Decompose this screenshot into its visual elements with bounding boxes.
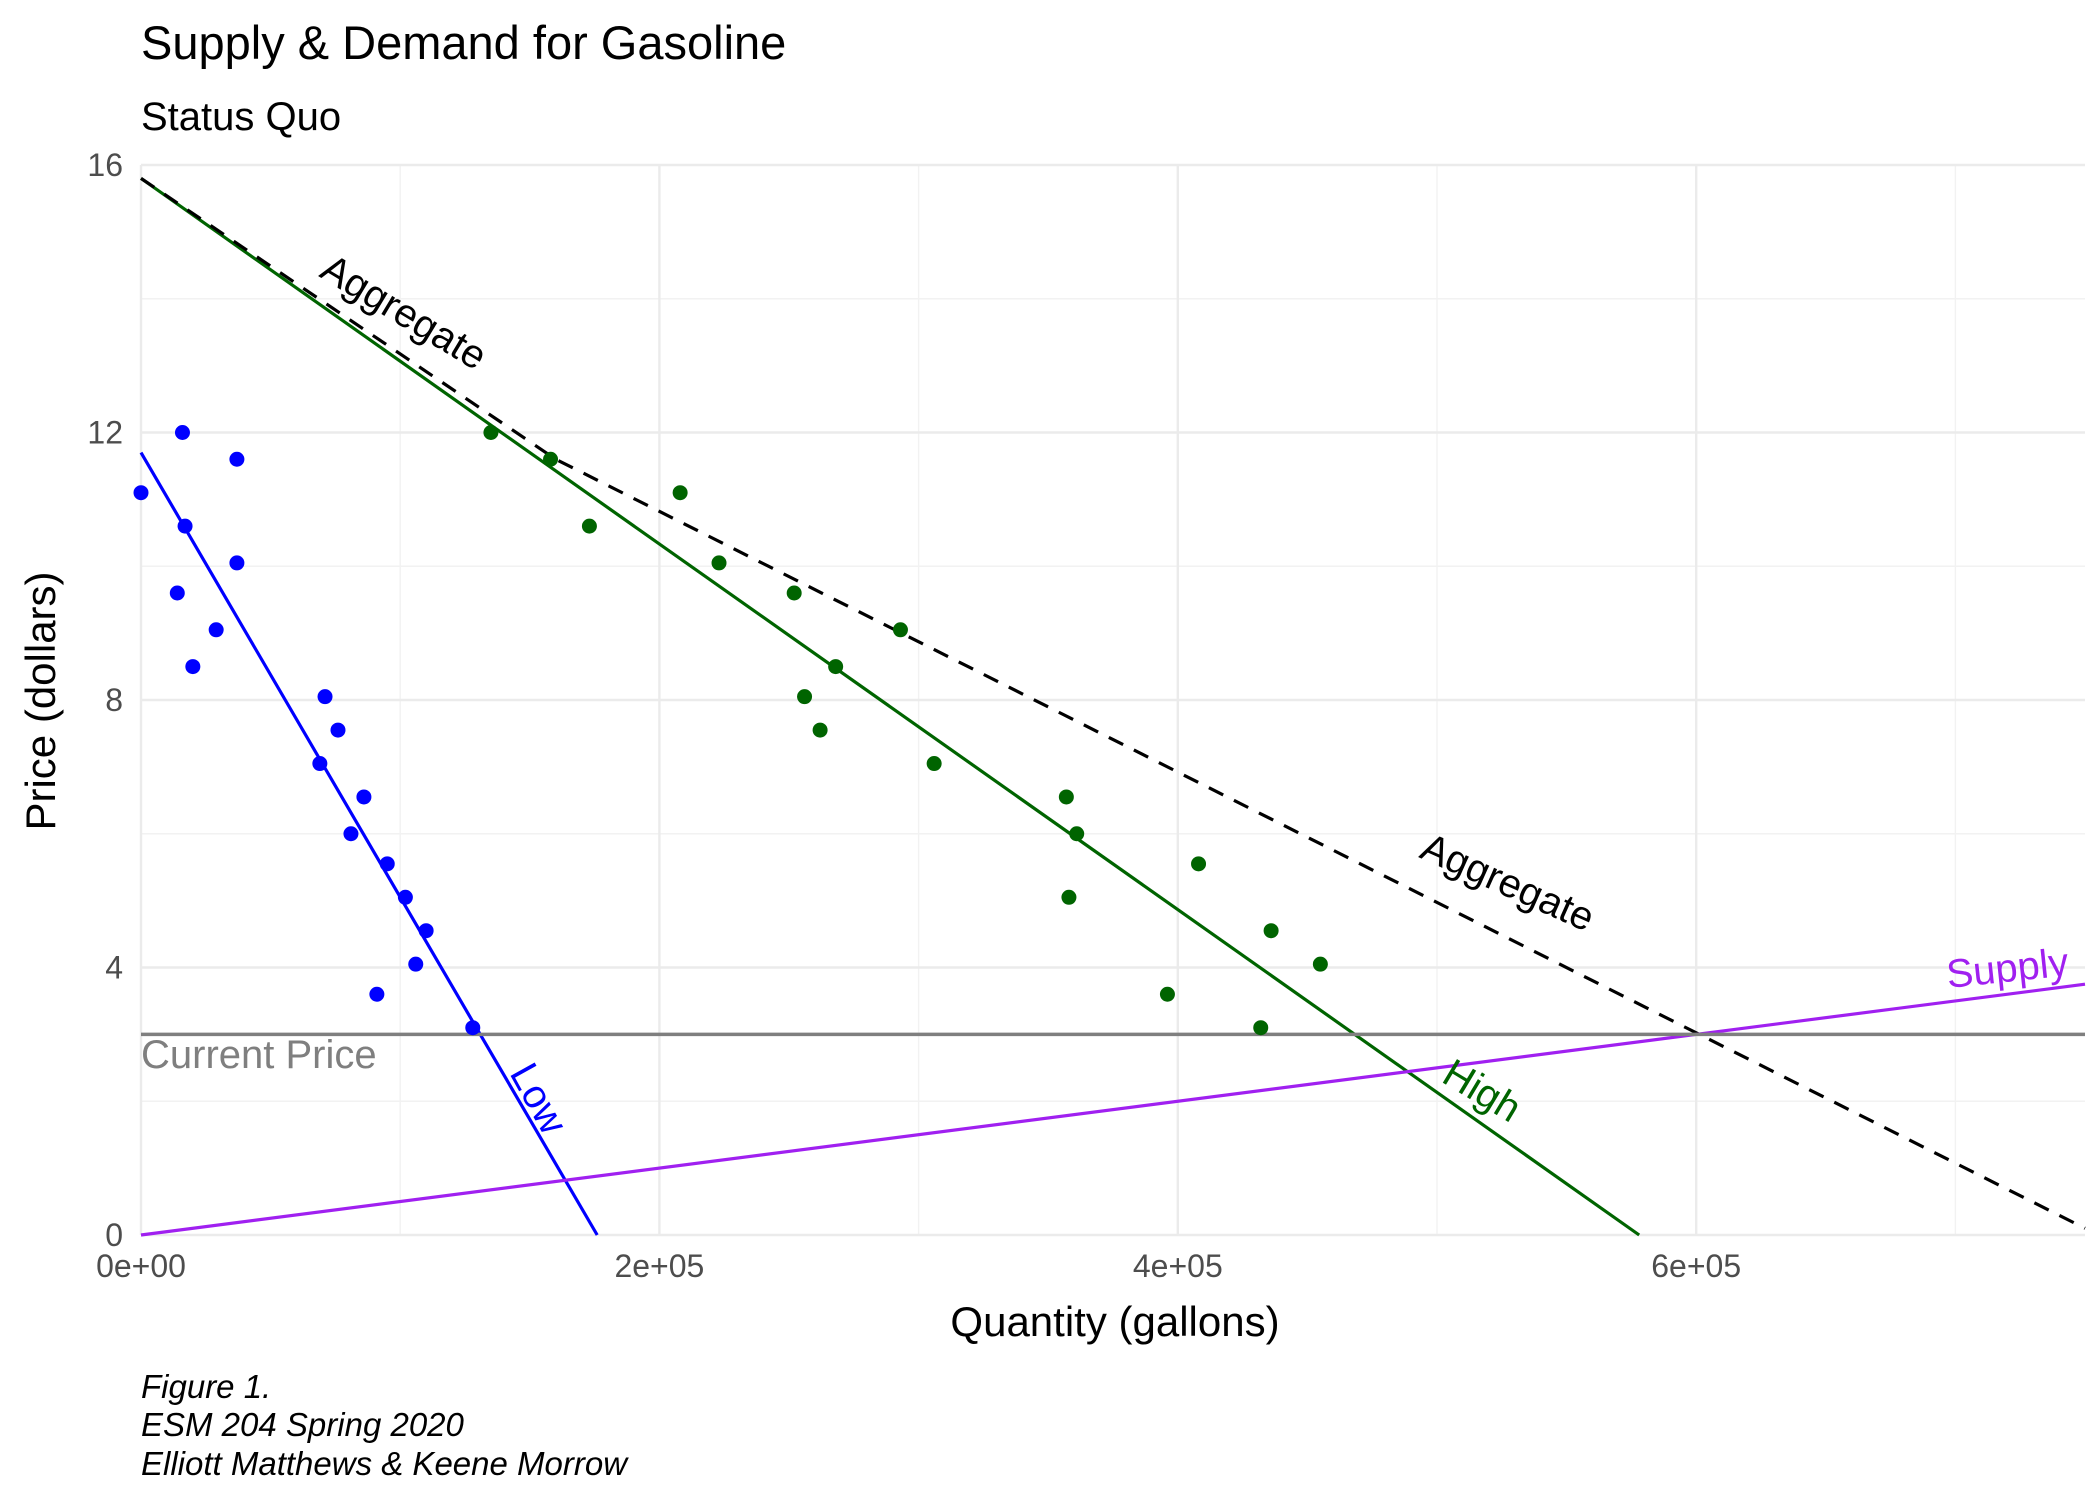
- current-price-label: Current Price: [141, 1033, 377, 1077]
- low-data-point: [229, 555, 245, 571]
- low-data-point: [317, 689, 333, 705]
- low-data-point: [208, 622, 224, 638]
- supply-line: [140, 982, 2086, 1237]
- low-data-point: [169, 585, 185, 601]
- curve-labels-layer: Aggregate Aggregate Low High Supply Curr…: [141, 246, 2071, 1142]
- low-data-point: [185, 659, 201, 675]
- high-data-point: [581, 518, 597, 534]
- low-line: [139, 451, 599, 1236]
- y-axis-ticks: 0 4 8 12 16: [87, 147, 123, 1253]
- high-data-point: [812, 722, 828, 738]
- low-data-point: [465, 1020, 481, 1036]
- high-data-point: [786, 585, 802, 601]
- low-data-point: [379, 856, 395, 872]
- points-layer: [133, 425, 1328, 1036]
- x-axis-title: Quantity (gallons): [950, 1298, 1279, 1345]
- high-data-point: [828, 659, 844, 675]
- high-data-point: [1061, 889, 1077, 905]
- grid: [139, 163, 2085, 1237]
- high-data-point: [672, 485, 688, 501]
- high-data-point: [797, 689, 813, 705]
- low-data-point: [343, 826, 359, 842]
- high-data-point: [926, 756, 942, 772]
- aggregate-upper-label: Aggregate: [313, 246, 494, 379]
- low-data-point: [397, 889, 413, 905]
- x-tick-label: 2e+05: [614, 1248, 704, 1284]
- low-data-point: [174, 425, 190, 440]
- high-data-point: [711, 555, 727, 571]
- low-data-point: [408, 956, 424, 972]
- x-tick-label: 6e+05: [1651, 1248, 1741, 1284]
- chart-subtitle: Status Quo: [141, 95, 341, 139]
- high-data-point: [483, 425, 499, 440]
- low-data-point: [356, 789, 372, 805]
- low-label: Low: [501, 1056, 575, 1142]
- low-data-point: [330, 722, 346, 738]
- high-data-point: [1253, 1020, 1269, 1036]
- high-data-point: [1069, 826, 1085, 842]
- y-tick-label: 12: [87, 415, 123, 451]
- caption-line-3: Elliott Matthews & Keene Morrow: [141, 1445, 629, 1482]
- high-data-point: [1191, 856, 1207, 872]
- y-tick-label: 8: [105, 682, 123, 718]
- lines-layer: [139, 177, 2086, 1237]
- y-axis-title: Price (dollars): [17, 571, 64, 830]
- high-data-point: [1058, 789, 1074, 805]
- high-data-point: [1263, 923, 1279, 939]
- x-tick-label: 0e+00: [96, 1248, 186, 1284]
- low-data-point: [312, 756, 328, 772]
- y-tick-label: 16: [87, 147, 123, 183]
- aggregate-lower-label: Aggregate: [1414, 825, 1601, 940]
- high-data-point: [892, 622, 908, 638]
- high-data-point: [1312, 956, 1328, 972]
- x-axis-ticks: 0e+00 2e+05 4e+05 6e+05: [96, 1248, 1741, 1284]
- x-tick-label: 4e+05: [1133, 1248, 1223, 1284]
- low-data-point: [177, 518, 193, 534]
- chart-title: Supply & Demand for Gasoline: [141, 16, 786, 69]
- low-data-point: [369, 986, 385, 1002]
- high-data-point: [543, 451, 559, 467]
- low-data-point: [133, 485, 149, 501]
- low-data-point: [229, 451, 245, 467]
- y-tick-label: 0: [105, 1217, 123, 1253]
- caption-line-2: ESM 204 Spring 2020: [141, 1406, 465, 1443]
- high-line: [140, 177, 1641, 1237]
- low-data-point: [418, 923, 434, 939]
- high-data-point: [1159, 986, 1175, 1002]
- caption-line-1: Figure 1.: [141, 1368, 271, 1405]
- y-tick-label: 4: [105, 950, 123, 986]
